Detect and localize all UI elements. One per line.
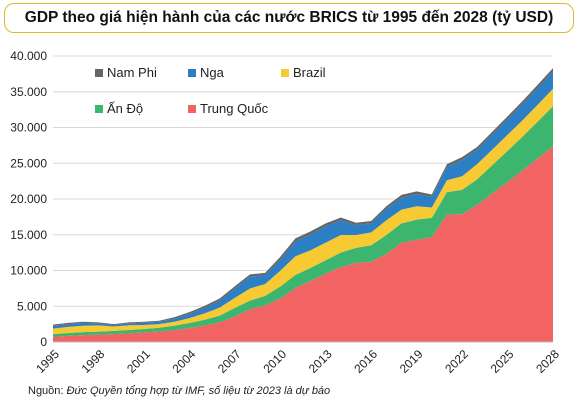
- x-axis: 1995 1998 2001 2004 2007 2010 2013 2016 2019 2022…: [33, 341, 562, 376]
- source-label: Nguồn:: [28, 385, 67, 397]
- y-tick-label: 35.000: [10, 85, 47, 99]
- x-tick-label: 2013: [306, 347, 335, 376]
- x-tick-label: 2004: [170, 347, 199, 376]
- x-tick-label: 2028: [533, 347, 562, 376]
- legend-label: Ấn Độ: [107, 101, 143, 116]
- legend-label: Nam Phi: [107, 65, 157, 80]
- y-tick-label: 5.000: [17, 299, 47, 313]
- x-tick-label: 2010: [260, 347, 289, 376]
- chart-title-box: GDP theo giá hiện hành của các nước BRIC…: [4, 3, 574, 33]
- y-tick-label: 30.000: [10, 121, 47, 135]
- y-tick-label: 0: [40, 335, 47, 349]
- legend-label: Brazil: [293, 65, 326, 80]
- y-tick-label: 20.000: [10, 192, 47, 206]
- y-tick-label: 10.000: [10, 264, 47, 278]
- source-text: Đức Quyền tổng hợp từ IMF, số liệu từ 20…: [66, 385, 331, 397]
- area-Trung Quốc: [53, 146, 553, 342]
- x-tick-label: 1998: [79, 347, 108, 376]
- area-series: [53, 68, 553, 342]
- legend-swatch: [95, 105, 103, 113]
- y-tick-label: 40.000: [10, 49, 47, 63]
- legend-swatch: [188, 105, 196, 113]
- legend-swatch: [188, 69, 196, 77]
- x-tick-label: 1995: [33, 347, 62, 376]
- legend-swatch: [281, 69, 289, 77]
- x-tick-label: 2025: [488, 347, 517, 376]
- chart-title: GDP theo giá hiện hành của các nước BRIC…: [24, 9, 554, 26]
- source-note: Nguồn: Đức Quyền tổng hợp từ IMF, số liệ…: [28, 385, 330, 397]
- y-tick-label: 15.000: [10, 228, 47, 242]
- x-tick-label: 2001: [124, 347, 153, 376]
- legend-label: Trung Quốc: [200, 101, 269, 116]
- y-tick-label: 25.000: [10, 156, 47, 170]
- legend-swatch: [95, 69, 103, 77]
- x-tick-label: 2007: [215, 347, 244, 376]
- x-tick-label: 2016: [351, 347, 380, 376]
- legend-label: Nga: [200, 65, 225, 80]
- x-tick-label: 2019: [397, 347, 426, 376]
- x-tick-label: 2022: [442, 347, 471, 376]
- legend: Nam Phi Nga Brazil Ấn Độ Trung Quốc: [95, 65, 326, 116]
- y-axis: 0 5.000 10.000 15.000 20.000 25.000 30.000 35.0…: [10, 49, 47, 349]
